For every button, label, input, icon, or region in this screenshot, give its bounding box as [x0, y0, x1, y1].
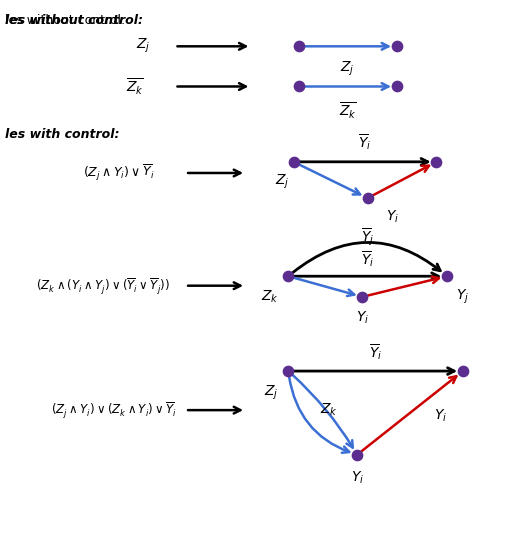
Point [284, 367, 293, 376]
Text: les without control:: les without control: [5, 14, 125, 27]
Point [295, 82, 303, 91]
Text: $Z_j$: $Z_j$ [340, 60, 355, 78]
Point [284, 272, 293, 281]
Text: $Z_k$: $Z_k$ [261, 289, 279, 305]
Text: $Y_i$: $Y_i$ [386, 208, 399, 224]
Point [358, 292, 367, 301]
Text: $\overline{Z_k}$: $\overline{Z_k}$ [339, 100, 357, 121]
Text: $Y_i$: $Y_i$ [356, 310, 369, 326]
Text: $\overline{Y}_i$: $\overline{Y}_i$ [369, 341, 382, 362]
Text: $\overline{Y}_i$: $\overline{Y}_i$ [361, 249, 375, 269]
Point [459, 367, 467, 376]
Point [289, 157, 298, 166]
Text: $Z_j$: $Z_j$ [276, 173, 290, 191]
Text: $\overline{Z_k}$: $\overline{Z_k}$ [126, 76, 144, 97]
Point [393, 42, 401, 51]
Text: les without control:: les without control: [5, 14, 143, 27]
Text: $Z_j$: $Z_j$ [264, 384, 279, 402]
Text: $Z_j$: $Z_j$ [135, 37, 150, 55]
Text: $\overline{Y}_j$: $\overline{Y}_j$ [361, 226, 375, 248]
Point [363, 194, 372, 203]
Text: $(Z_j\wedge Y_i)\vee\overline{Y}_i$: $(Z_j\wedge Y_i)\vee\overline{Y}_i$ [83, 163, 155, 183]
Text: $Y_i$: $Y_i$ [434, 407, 447, 424]
Point [432, 157, 441, 166]
Text: $\overline{Y}_i$: $\overline{Y}_i$ [358, 132, 372, 152]
Text: $(Z_j\wedge Y_i)\vee(Z_k\wedge Y_i)\vee\overline{Y}_i$: $(Z_j\wedge Y_i)\vee(Z_k\wedge Y_i)\vee\… [51, 400, 177, 420]
Point [353, 450, 361, 459]
Point [295, 42, 303, 51]
Point [443, 272, 451, 281]
Text: $(Z_k\wedge(Y_i\wedge Y_j)\vee(\overline{Y}_i\vee\overline{Y}_j))$: $(Z_k\wedge(Y_i\wedge Y_j)\vee(\overline… [36, 276, 170, 296]
Text: $Y_i$: $Y_i$ [351, 470, 363, 486]
Point [393, 82, 401, 91]
Text: $Z_k$: $Z_k$ [320, 402, 338, 418]
Text: les with control:: les with control: [5, 128, 120, 141]
Text: $Y_j$: $Y_j$ [456, 287, 469, 306]
